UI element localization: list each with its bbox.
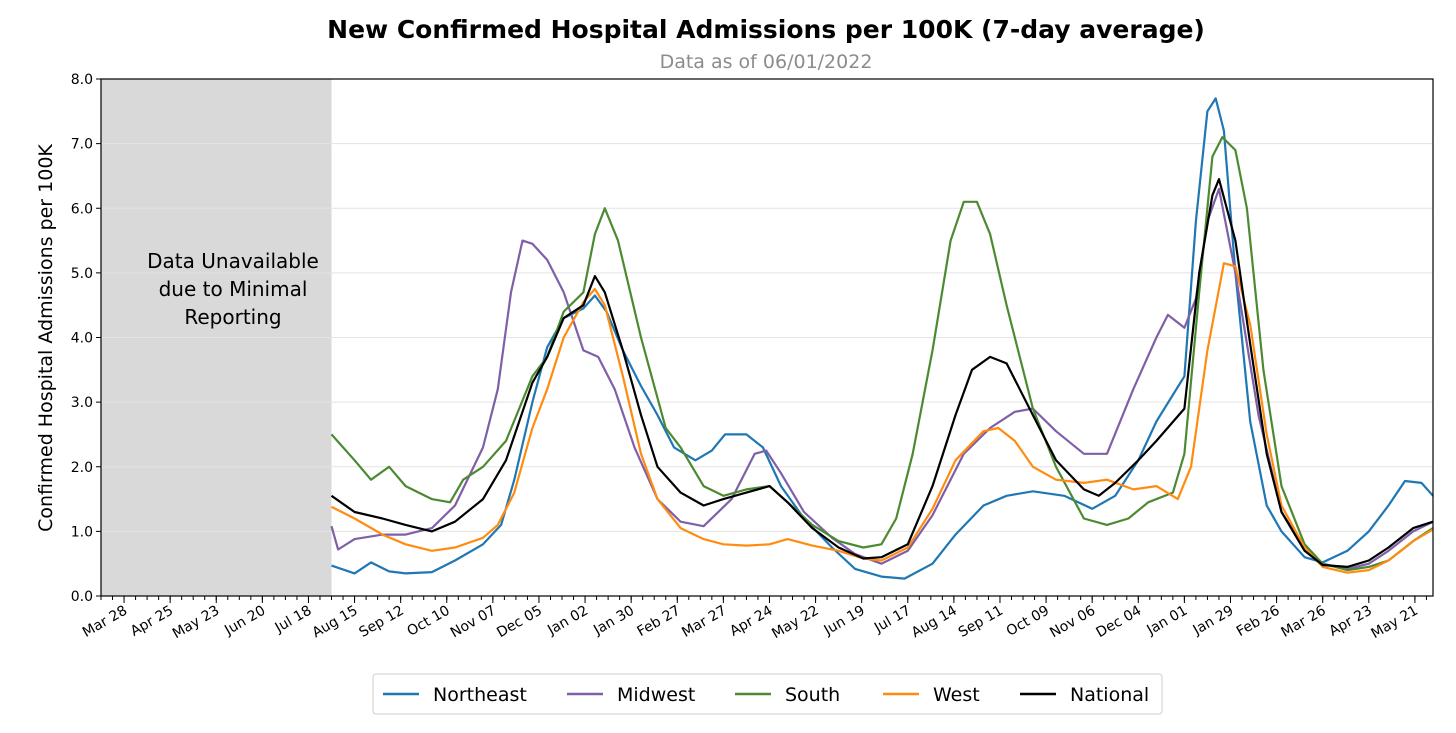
series-line-midwest [330,187,1434,570]
x-tick-label: Jul 17 [871,603,914,637]
x-tick-label: Apr 23 [1327,603,1375,640]
y-axis-label: Confirmed Hospital Admissions per 100K [35,144,57,532]
series-line-south [330,136,1434,572]
x-tick-label: Jul 18 [272,603,315,637]
x-tick-label: Feb 27 [635,603,684,640]
x-tick-label: Oct 10 [405,603,453,640]
legend: Northeast Midwest South West National [372,673,1163,715]
x-tick-label: Jan 02 [544,603,591,639]
plot-frame [100,78,1434,597]
x-tick-label: Jun 19 [821,603,868,639]
unavailable-note-line: due to Minimal [159,277,308,301]
x-tick-label: Nov 07 [448,603,499,642]
legend-label: National [1070,684,1149,706]
x-tick-label: Mar 27 [679,603,729,641]
y-tick-label: 0.0 [71,589,93,605]
x-tick-label: Apr 24 [727,603,775,640]
y-tick-label: 2.0 [71,460,93,476]
y-tick-label: 5.0 [71,266,93,282]
series-line-west [331,262,1434,574]
series-line-national [330,178,1434,568]
y-tick-label: 4.0 [71,331,93,347]
legend-label: South [785,684,840,706]
x-tick-label: Oct 09 [1004,603,1052,640]
x-tick-label: Nov 06 [1047,603,1098,642]
x-tick-label: Jun 20 [221,603,268,639]
horizontal-gridlines [101,78,1433,532]
x-tick-label: Sep 12 [357,603,407,641]
x-tick-label: Aug 14 [909,603,960,642]
y-tick-label: 3.0 [71,395,93,411]
x-tick-label: Feb 26 [1234,603,1283,640]
x-tick-label: Jan 29 [1190,603,1237,639]
x-tick-label: Dec 05 [494,603,545,642]
x-tick-label: Dec 04 [1094,603,1145,642]
data-unavailable-note: Data Unavailable due to Minimal Reporting [147,249,319,329]
legend-label: Midwest [617,684,695,706]
x-tick-label: May 21 [1369,603,1421,642]
series-lines [330,97,1434,580]
x-tick-label: Mar 28 [80,603,130,641]
x-tick-label: Jan 30 [590,603,637,639]
y-tick-label: 6.0 [71,201,93,217]
unavailable-note-line: Data Unavailable [147,249,319,273]
unavailable-note-line: Reporting [184,305,281,329]
x-tick-label: May 23 [170,603,222,642]
legend-label: West [933,684,980,706]
chart-subtitle: Data as of 06/01/2022 [660,51,873,73]
series-line-northeast [331,97,1434,580]
x-tick-label: Sep 11 [956,603,1006,641]
x-tick-label: Apr 25 [128,603,176,640]
x-tick-label: Mar 26 [1279,603,1329,641]
y-tick-label: 1.0 [71,524,93,540]
y-axis-ticks: 0.0 1.0 2.0 3.0 4.0 5.0 6.0 7.0 8.0 [71,72,101,605]
x-tick-label: Aug 15 [310,603,361,642]
y-tick-label: 7.0 [71,137,93,153]
x-tick-label: Jan 01 [1144,603,1191,639]
x-tick-label: May 22 [769,603,821,642]
y-tick-label: 8.0 [71,72,93,88]
legend-label: Northeast [433,684,527,706]
chart-title: New Confirmed Hospital Admissions per 10… [327,15,1205,44]
